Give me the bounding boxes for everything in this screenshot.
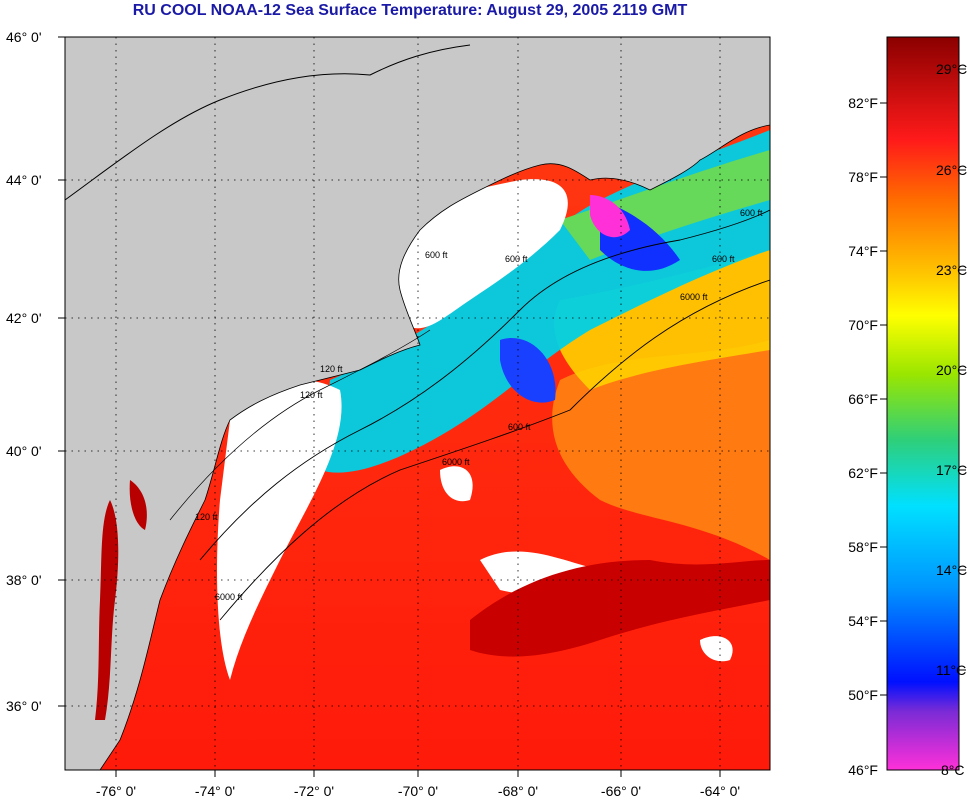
colorbar-celsius-label: 8°C xyxy=(941,762,965,778)
longitude-tick-label: -68° 0' xyxy=(498,783,538,799)
warm-eddy xyxy=(552,340,770,560)
graticule xyxy=(65,37,770,770)
delaware-bay xyxy=(129,480,147,530)
longitude-tick-label: -66° 0' xyxy=(601,783,641,799)
latitude-tick-label: 40° 0' xyxy=(6,443,42,459)
isobath-label: 120 ft xyxy=(320,364,343,374)
isobath-label: 6000 ft xyxy=(442,457,470,467)
colorbar-fahrenheit-label: 50°F xyxy=(848,687,878,703)
colorbar-celsius-label: 11°C xyxy=(936,662,966,678)
colorbar-fahrenheit-label: 54°F xyxy=(848,613,878,629)
colorbar-celsius-label: 20°C xyxy=(936,362,967,378)
longitude-tick-label: -74° 0' xyxy=(195,783,235,799)
yellow-band-east xyxy=(554,250,770,390)
cloud-nj-shelf xyxy=(217,380,342,680)
colorbar-celsius-label: 26°C xyxy=(936,162,967,178)
magenta-cold-patch xyxy=(590,195,630,238)
colorbar-celsius-label: 17°C xyxy=(936,462,967,478)
longitude-tick-label: -64° 0' xyxy=(700,783,740,799)
gulf-stream-core xyxy=(470,560,770,657)
colorbar-fahrenheit-label: 66°F xyxy=(848,391,878,407)
colorbar-fahrenheit-label: 62°F xyxy=(848,465,878,481)
colorbar-fahrenheit-label: 70°F xyxy=(848,317,878,333)
colorbar-fahrenheit-label: 78°F xyxy=(848,169,878,185)
colorbar-celsius-label: 14°C xyxy=(936,562,967,578)
latitude-tick-label: 38° 0' xyxy=(6,572,42,588)
isobath-label: 600 ft xyxy=(508,422,531,432)
latitude-tick-label: 42° 0' xyxy=(6,310,42,326)
land-mass xyxy=(65,37,770,770)
map-frame: 600 ft 600 ft 600 ft 600 ft 6000 ft 6000… xyxy=(65,37,770,770)
colorbar-celsius-label: 29°C xyxy=(936,61,967,77)
colorbar xyxy=(886,36,960,771)
axis-ticks xyxy=(58,36,721,777)
blue-cold-gb xyxy=(500,338,556,403)
isobath-label: 600 ft xyxy=(740,208,763,218)
longitude-tick-label: -76° 0' xyxy=(96,783,136,799)
colorbar-celsius-label: 23°C xyxy=(936,262,967,278)
longitude-tick-label: -70° 0' xyxy=(398,783,438,799)
colorbar-ticks xyxy=(880,68,966,696)
isobath-label: 6000 ft xyxy=(215,592,243,602)
latitude-tick-label: 46° 0' xyxy=(6,29,42,45)
colorbar-fahrenheit-label: 46°F xyxy=(848,762,878,778)
isobath-label: 6000 ft xyxy=(680,292,708,302)
isobath-label: 600 ft xyxy=(505,254,528,264)
colorbar-fahrenheit-label: 82°F xyxy=(848,95,878,111)
chesapeake-bay xyxy=(95,500,119,720)
cloud-streaks xyxy=(440,466,733,662)
isobath-120ft xyxy=(169,329,431,521)
map-title: RU COOL NOAA-12 Sea Surface Temperature:… xyxy=(132,2,688,19)
isobath-label: 600 ft xyxy=(425,250,448,260)
colorbar-fahrenheit-label: 58°F xyxy=(848,539,878,555)
longitude-tick-label: -72° 0' xyxy=(294,783,334,799)
border-line xyxy=(65,44,471,201)
latitude-tick-label: 36° 0' xyxy=(6,698,42,714)
isobath-label: 120 ft xyxy=(300,390,323,400)
colorbar-fahrenheit-label: 74°F xyxy=(848,243,878,259)
latitude-tick-label: 44° 0' xyxy=(6,172,42,188)
isobath-600ft xyxy=(199,209,770,561)
isobath-6000ft xyxy=(219,279,770,621)
isobath-label: 600 ft xyxy=(712,254,735,264)
isobath-label: 120 ft xyxy=(195,512,218,522)
